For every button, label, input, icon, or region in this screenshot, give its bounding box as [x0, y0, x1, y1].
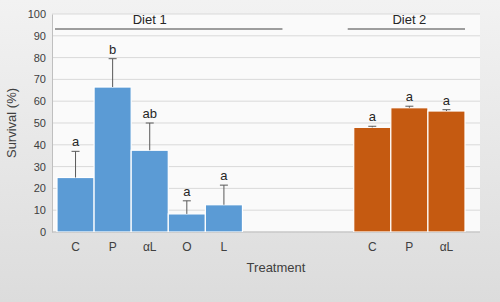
significance-letter: a: [406, 89, 414, 104]
significance-letter: a: [443, 93, 451, 108]
significance-letter: a: [369, 109, 377, 124]
y-tick: 80: [34, 52, 52, 64]
x-tick: P: [109, 232, 117, 254]
annotations: ababaaaaa: [72, 42, 451, 199]
x-tick: αL: [440, 232, 454, 254]
x-tick: O: [182, 232, 191, 254]
error-bar: [442, 110, 450, 111]
y-tick-label: 0: [40, 226, 46, 238]
y-tick: 40: [34, 139, 52, 151]
y-tick-label: 40: [34, 139, 46, 151]
bar: [168, 214, 205, 232]
y-tick: 90: [34, 30, 52, 42]
grid-line: [52, 35, 480, 36]
bar: [57, 178, 94, 233]
y-tick: 100: [28, 8, 52, 20]
significance-letter: a: [183, 184, 191, 199]
x-tick-label: C: [71, 240, 80, 254]
bar: [428, 111, 465, 232]
background: [0, 0, 500, 302]
error-bar: [146, 123, 154, 150]
group-label: Diet 1: [133, 12, 167, 27]
x-tick-label: P: [109, 240, 117, 254]
y-tick: 10: [34, 204, 52, 216]
x-tick: C: [71, 232, 80, 254]
group-line: [55, 29, 282, 30]
bar: [131, 150, 168, 232]
y-tick-label: 80: [34, 52, 46, 64]
group-line: [348, 29, 465, 30]
y-tick-label: 100: [28, 8, 46, 20]
y-tick-label: 10: [34, 204, 46, 216]
y-tick-label: 90: [34, 30, 46, 42]
y-axis-title: Survival (%): [4, 88, 19, 158]
x-tick-label: O: [182, 240, 191, 254]
grid-line: [52, 79, 480, 80]
bar: [391, 108, 428, 232]
x-tick: L: [221, 232, 228, 254]
bar: [354, 127, 391, 232]
y-tick-label: 20: [34, 182, 46, 194]
group-label: Diet 2: [392, 12, 426, 27]
bars: [57, 87, 465, 232]
error-bar: [183, 201, 191, 214]
x-axis-title: Treatment: [247, 260, 306, 275]
x-tick: P: [405, 232, 413, 254]
y-tick-label: 50: [34, 117, 46, 129]
x-tick-label: αL: [143, 240, 157, 254]
chart: 0102030405060708090100CPαLOLCPαLababaaaa…: [0, 0, 500, 302]
x-tick-label: P: [405, 240, 413, 254]
x-axis: C PαL O L C PαL: [52, 232, 480, 254]
y-tick-label: 30: [34, 161, 46, 173]
y-tick-label: 70: [34, 73, 46, 85]
significance-letter: a: [220, 168, 228, 183]
x-tick: C: [368, 232, 377, 254]
bar: [94, 87, 131, 232]
error-bar: [72, 151, 80, 177]
y-tick: 0: [40, 226, 52, 238]
error-bar: [109, 59, 117, 87]
x-tick-label: L: [221, 240, 228, 254]
x-tick-label: C: [368, 240, 377, 254]
grid: [52, 14, 480, 232]
error-bar: [220, 185, 228, 205]
plot-area: [52, 14, 480, 232]
significance-letter: b: [109, 42, 116, 57]
y-axis: 0 10 20 30 40 50 60 70 80 90 100: [28, 8, 53, 238]
y-axis-line: [52, 15, 53, 233]
error-bar: [368, 126, 376, 127]
y-tick: 30: [34, 161, 52, 173]
y-tick: 20: [34, 182, 52, 194]
error-bars: [72, 59, 451, 214]
significance-letter: ab: [142, 106, 156, 121]
grid-line: [52, 57, 480, 58]
y-tick: 60: [34, 95, 52, 107]
y-tick: 50: [34, 117, 52, 129]
significance-letter: a: [72, 134, 80, 149]
x-tick-label: αL: [440, 240, 454, 254]
y-tick-label: 60: [34, 95, 46, 107]
y-tick: 70: [34, 73, 52, 85]
error-bar: [405, 106, 413, 108]
bar: [205, 205, 242, 232]
x-tick: αL: [143, 232, 157, 254]
